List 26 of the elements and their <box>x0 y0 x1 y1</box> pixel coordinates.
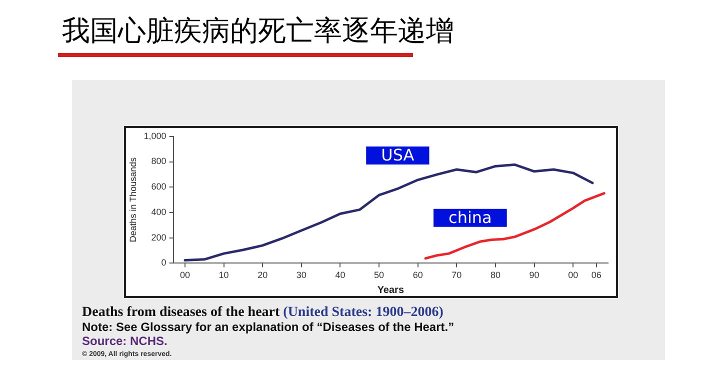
chart-title: 我国心脏疾病的死亡率逐年递增 <box>62 13 454 49</box>
x-tick-label: 06 <box>591 270 602 280</box>
x-tick-label: 00 <box>180 270 190 280</box>
series-label: USA <box>381 146 414 165</box>
x-tick-label: 40 <box>335 270 346 280</box>
x-tick-label: 30 <box>296 270 306 280</box>
y-tick-label: 200 <box>151 232 166 242</box>
y-tick-label: 1,000 <box>144 130 166 141</box>
x-tick-label: 10 <box>218 270 229 280</box>
y-tick-label: 800 <box>151 156 166 166</box>
x-tick-label: 90 <box>529 270 540 280</box>
x-axis-title: Years <box>377 284 404 296</box>
x-tick-label: 70 <box>452 270 462 280</box>
y-tick-label: 0 <box>161 258 166 268</box>
text: Note: See Glossary for an explanation of “Diseases of the Heart.” <box>82 320 454 334</box>
x-tick-label: 60 <box>412 270 423 280</box>
x-tick-label: 00 <box>568 270 578 280</box>
series-label: china <box>448 208 492 227</box>
y-tick-label: 400 <box>151 206 166 217</box>
y-tick-label: 600 <box>151 182 166 192</box>
x-tick-label: 20 <box>258 270 268 280</box>
x-tick-label: 50 <box>374 270 384 280</box>
y-axis-title: Deaths in Thousands <box>128 156 138 242</box>
source-note: Source: NCHS. <box>82 334 168 348</box>
x-tick-label: 80 <box>490 270 500 280</box>
text: Deaths from diseases of the heart (United States: 1900–2006) <box>82 305 444 320</box>
